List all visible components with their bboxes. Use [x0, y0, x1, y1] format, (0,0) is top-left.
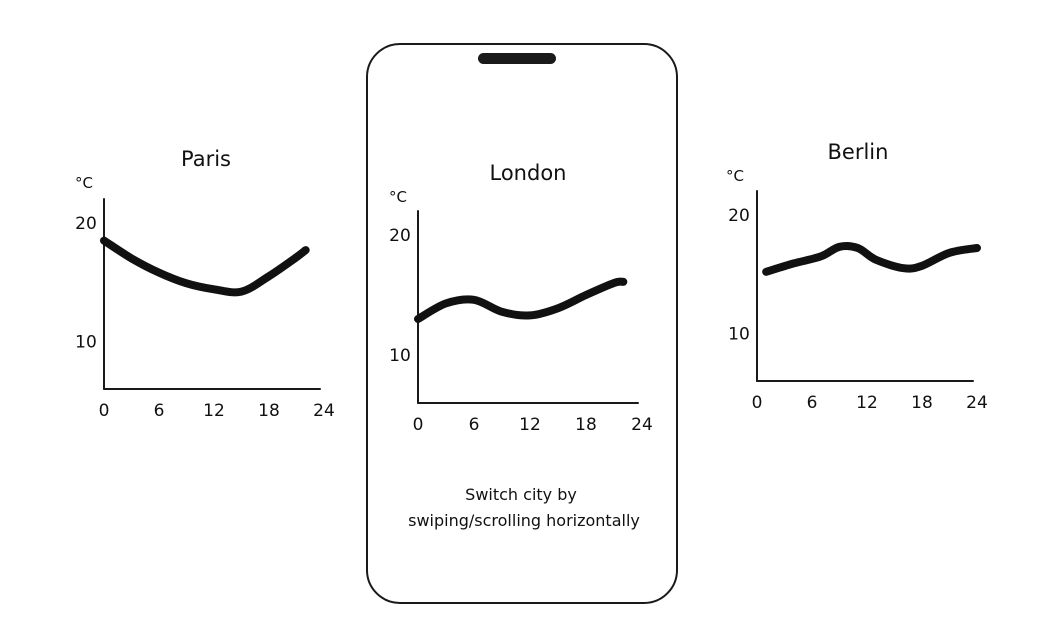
x-tick-label: 0: [99, 401, 110, 421]
y-tick-label: 10: [75, 333, 97, 353]
y-tick-label: 10: [728, 325, 750, 345]
chart-title-berlin: Berlin: [828, 140, 889, 164]
y-tick-label: 20: [75, 214, 97, 234]
chart-berlin[interactable]: Berlin °C 0 6 12 18 24 10 20: [726, 140, 988, 413]
y-tick-label: 20: [389, 226, 411, 246]
x-tick-label: 6: [807, 393, 818, 413]
chart-london[interactable]: London °C 0 6 12 18 24 10 20: [389, 161, 653, 435]
x-tick-label: 6: [469, 415, 480, 435]
x-tick-label: 12: [519, 415, 541, 435]
swipe-hint-line-1: Switch city by: [465, 485, 577, 504]
x-tick-label: 24: [631, 415, 653, 435]
phone-notch: [478, 53, 556, 64]
chart-paris[interactable]: Paris °C 0 6 12 18 24 10 20: [75, 147, 335, 421]
x-tick-label: 12: [203, 401, 225, 421]
x-tick-label: 0: [752, 393, 763, 413]
x-tick-label: 24: [313, 401, 335, 421]
y-axis-unit-label: °C: [389, 188, 407, 206]
x-tick-label: 0: [413, 415, 424, 435]
x-tick-label: 18: [911, 393, 933, 413]
x-tick-label: 24: [966, 393, 988, 413]
phone-frame: [366, 43, 678, 604]
chart-title-paris: Paris: [181, 147, 231, 171]
chart-title-london: London: [490, 161, 567, 185]
temperature-line-london: [414, 277, 628, 323]
temperature-line-berlin: [762, 241, 981, 276]
x-tick-label: 6: [154, 401, 165, 421]
y-axis-unit-label: °C: [726, 167, 744, 185]
x-tick-label: 18: [575, 415, 597, 435]
temperature-line-paris: [100, 236, 310, 297]
y-axis-unit-label: °C: [75, 174, 93, 192]
y-tick-label: 10: [389, 346, 411, 366]
x-tick-label: 12: [856, 393, 878, 413]
x-tick-label: 18: [258, 401, 280, 421]
y-tick-label: 20: [728, 206, 750, 226]
swipe-hint-line-2: swiping/scrolling horizontally: [408, 511, 640, 530]
